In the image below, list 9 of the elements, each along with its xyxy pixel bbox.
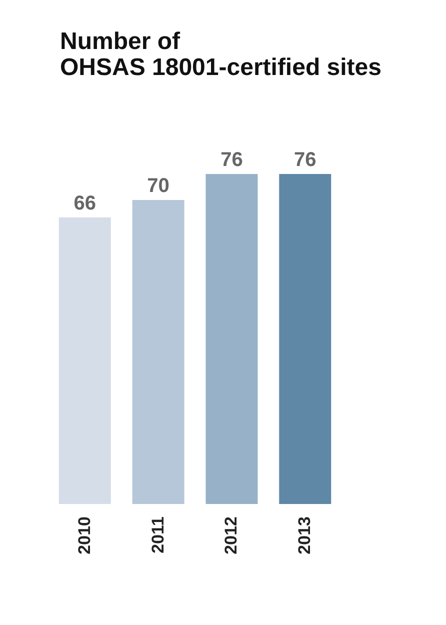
x-tick-label: 2012 bbox=[222, 516, 241, 554]
x-tick-label: 2010 bbox=[74, 516, 94, 554]
x-tick-label: 2011 bbox=[148, 516, 168, 554]
data-label: 76 bbox=[294, 149, 316, 171]
chart-title: Number of OHSAS 18001-certified sites bbox=[60, 28, 382, 81]
data-label: 76 bbox=[220, 149, 243, 171]
data-label: 70 bbox=[147, 175, 170, 198]
x-tick-label: 2013 bbox=[295, 516, 314, 554]
data-label: 66 bbox=[74, 192, 96, 214]
